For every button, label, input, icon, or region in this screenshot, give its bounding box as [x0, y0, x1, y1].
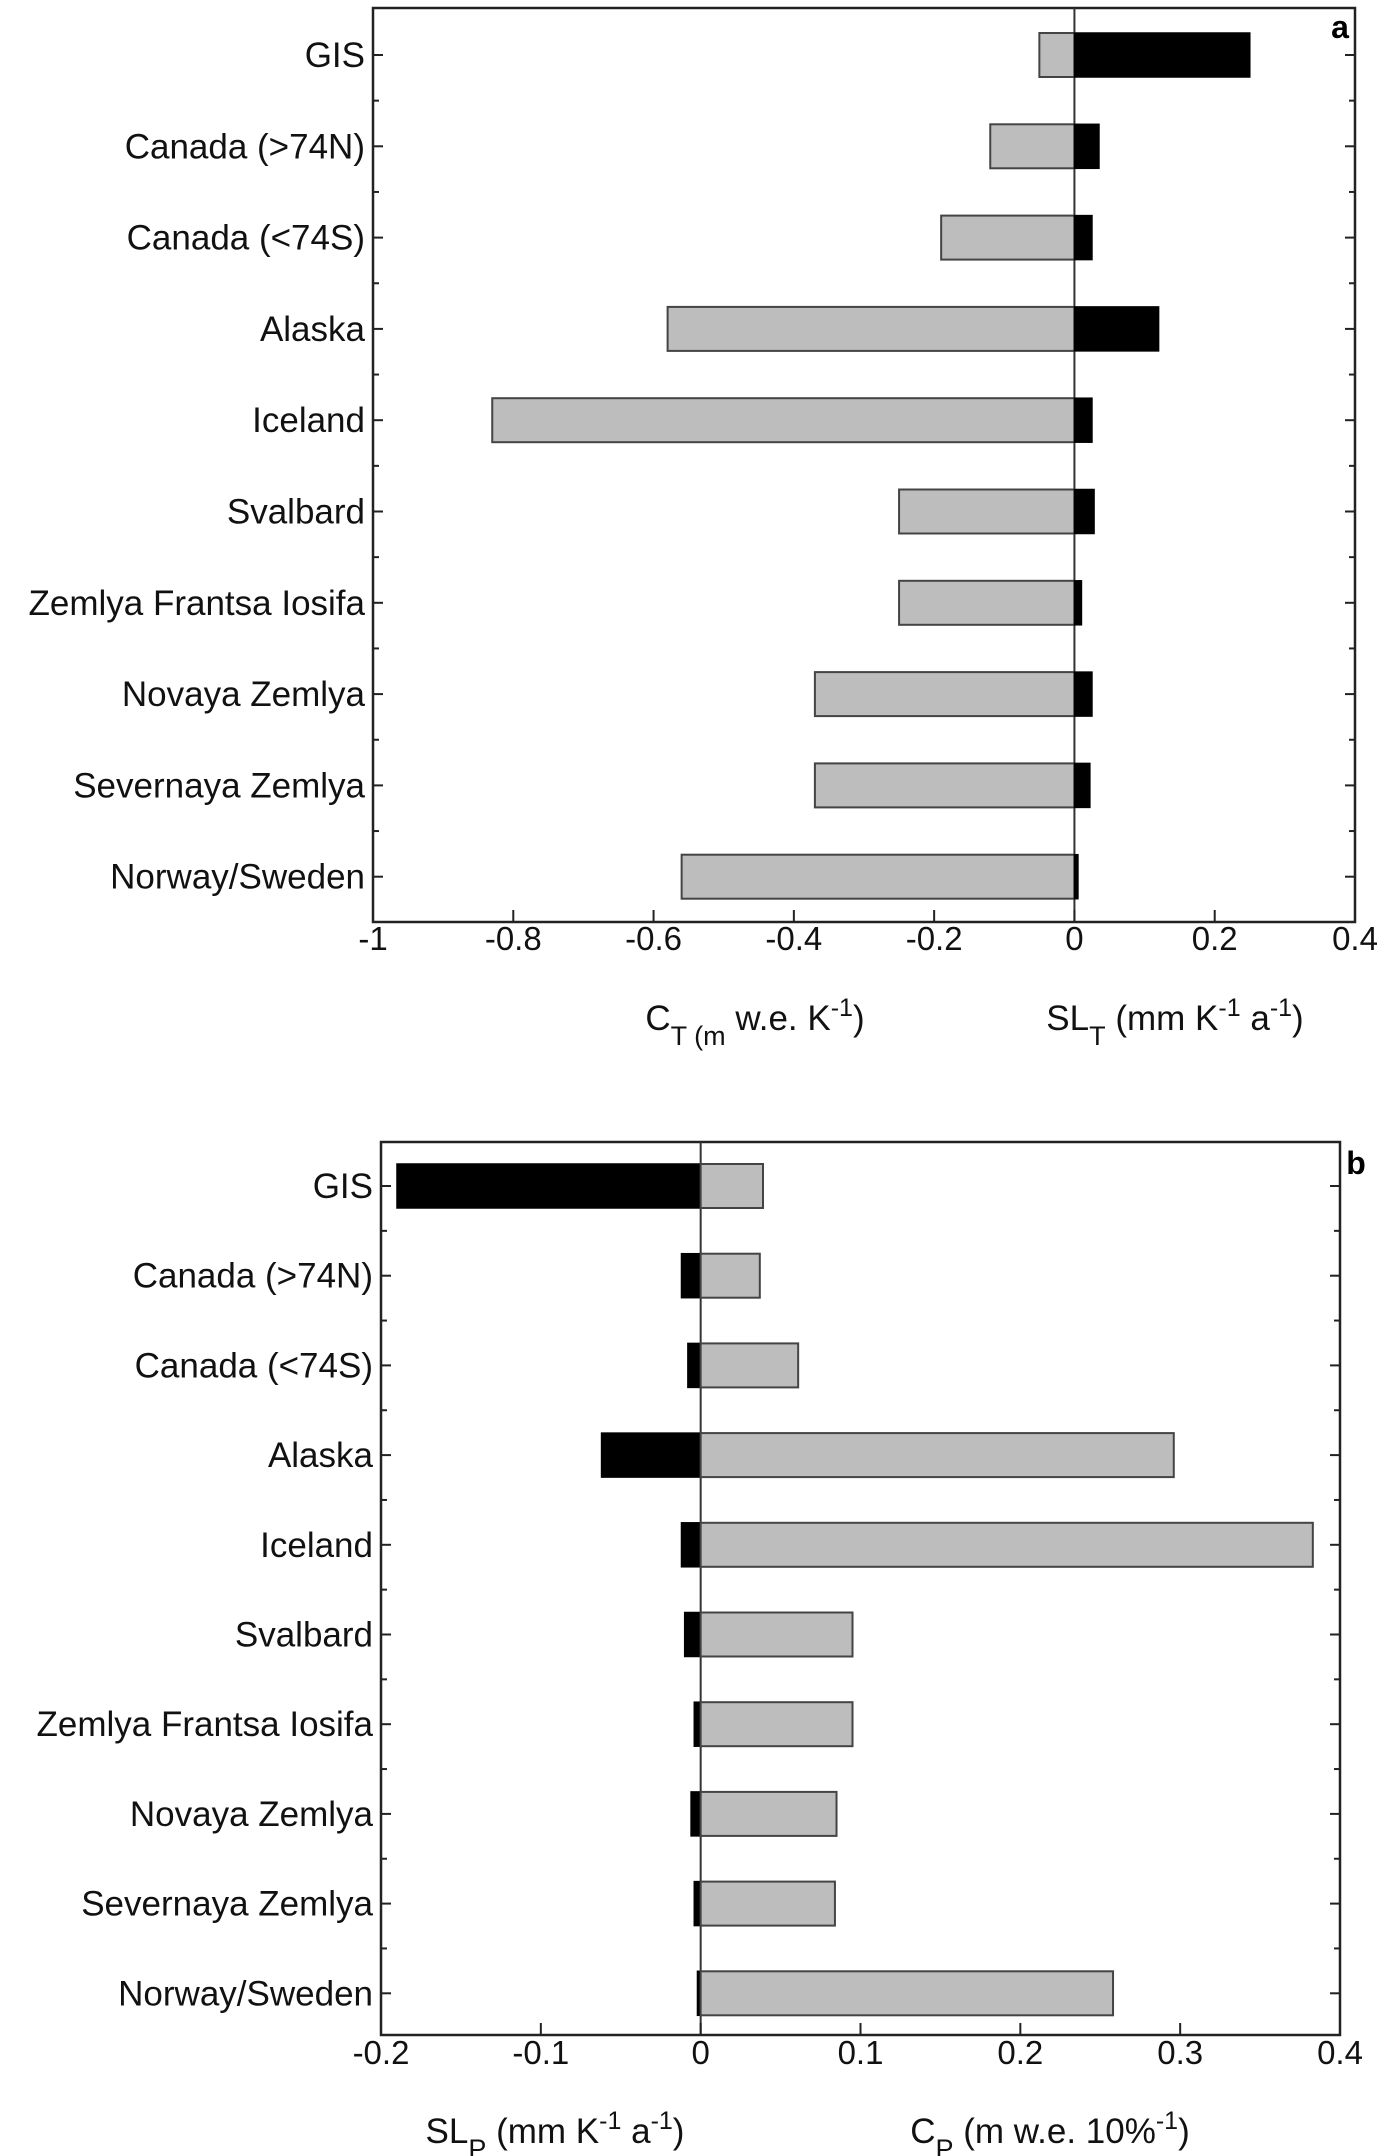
- bar: [683, 1611, 702, 1658]
- bar: [699, 1163, 765, 1209]
- bar: [699, 1342, 800, 1389]
- category-label: Iceland: [260, 1526, 373, 1565]
- bar: [898, 579, 1076, 626]
- category-label: Severnaya Zemlya: [81, 1885, 373, 1924]
- x-tick-label: -0.8: [485, 920, 542, 957]
- bar: [1073, 123, 1100, 170]
- category-label: Novaya Zemlya: [130, 1795, 374, 1834]
- bar: [699, 1790, 838, 1837]
- bar: [1073, 488, 1095, 535]
- x-tick-label: -0.2: [906, 920, 963, 957]
- category-label: GIS: [305, 36, 365, 75]
- x-tick-label: -0.6: [625, 920, 682, 957]
- bar: [699, 1432, 1175, 1479]
- bar: [680, 1252, 702, 1299]
- bar: [699, 1970, 1115, 2017]
- category-label: Canada (<74S): [135, 1346, 373, 1385]
- x-axis-label-left: CT (m w.e. K-1): [645, 994, 864, 1051]
- category-label: Zemlya Frantsa Iosifa: [29, 584, 366, 623]
- category-label: Norway/Sweden: [118, 1974, 373, 2013]
- category-label: Severnaya Zemlya: [73, 766, 365, 805]
- category-label: Svalbard: [235, 1616, 373, 1655]
- bar: [1073, 306, 1160, 352]
- bar: [1073, 214, 1093, 261]
- bar: [1073, 32, 1251, 78]
- category-label: Zemlya Frantsa Iosifa: [37, 1705, 374, 1744]
- x-tick-label: 0: [691, 2034, 709, 2071]
- bar: [1073, 671, 1093, 717]
- category-label: Canada (>74N): [125, 127, 365, 166]
- plot-frame: [379, 1140, 1342, 2037]
- bar: [1073, 580, 1083, 626]
- panel-b-chart: -0.2 -0.1 0 0.1 0.2 0.3 0.4 GIS Canada (>74N) Can…: [37, 1140, 1366, 2156]
- panel-letter: b: [1346, 1145, 1366, 1181]
- bar: [1073, 853, 1079, 900]
- bar: [940, 214, 1076, 261]
- bar: [699, 1521, 1314, 1568]
- category-label: GIS: [313, 1167, 373, 1206]
- bar: [687, 1342, 702, 1389]
- bar: [680, 1522, 702, 1568]
- bar: [989, 123, 1076, 170]
- x-tick-label: 0.4: [1317, 2034, 1363, 2071]
- bar: [898, 488, 1076, 535]
- bar: [813, 762, 1076, 809]
- x-tick-label: 0.2: [1192, 920, 1238, 957]
- bar: [1038, 32, 1076, 78]
- bar: [666, 305, 1076, 352]
- bar: [699, 1611, 854, 1658]
- x-tick-label: 0.3: [1157, 2034, 1203, 2071]
- bar: [1073, 762, 1091, 809]
- panel-a-chart: -1 -0.8 -0.6 -0.4 -0.2 0 0.2 0.4 GIS Canada (>74N…: [29, 6, 1378, 1051]
- x-axis-label-right: CP (m w.e. 10%-1): [910, 2107, 1189, 2156]
- x-tick-label: 0.2: [997, 2034, 1043, 2071]
- bar: [699, 1880, 836, 1927]
- panel-letter: a: [1331, 9, 1349, 45]
- bar: [1073, 397, 1093, 443]
- x-tick-label: -0.1: [512, 2034, 569, 2071]
- bar: [699, 1701, 854, 1748]
- bar: [680, 853, 1076, 900]
- bar: [813, 671, 1076, 718]
- x-tick-label: 0: [1065, 920, 1083, 957]
- category-label: Canada (<74S): [127, 219, 365, 258]
- bar: [600, 1432, 702, 1478]
- x-axis-label-right: SLT (mm K-1 a-1): [1046, 994, 1303, 1051]
- x-tick-label: -0.2: [353, 2034, 410, 2071]
- bar: [699, 1252, 761, 1299]
- x-axis-label-left: SLP (mm K-1 a-1): [426, 2107, 685, 2156]
- category-label: Alaska: [260, 310, 366, 349]
- category-label: Canada (>74N): [133, 1257, 373, 1296]
- bar: [396, 1163, 702, 1209]
- x-tick-label: 0.1: [838, 2034, 884, 2071]
- category-label: Novaya Zemlya: [122, 675, 366, 714]
- category-label: Alaska: [268, 1436, 374, 1475]
- x-tick-label: -0.4: [765, 920, 822, 957]
- x-tick-label: 0.4: [1332, 920, 1378, 957]
- bar: [491, 397, 1076, 444]
- category-label: Norway/Sweden: [110, 858, 365, 897]
- x-tick-label: -1: [358, 920, 387, 957]
- category-label: Iceland: [252, 401, 365, 440]
- category-label: Svalbard: [227, 493, 365, 532]
- bar: [690, 1791, 702, 1837]
